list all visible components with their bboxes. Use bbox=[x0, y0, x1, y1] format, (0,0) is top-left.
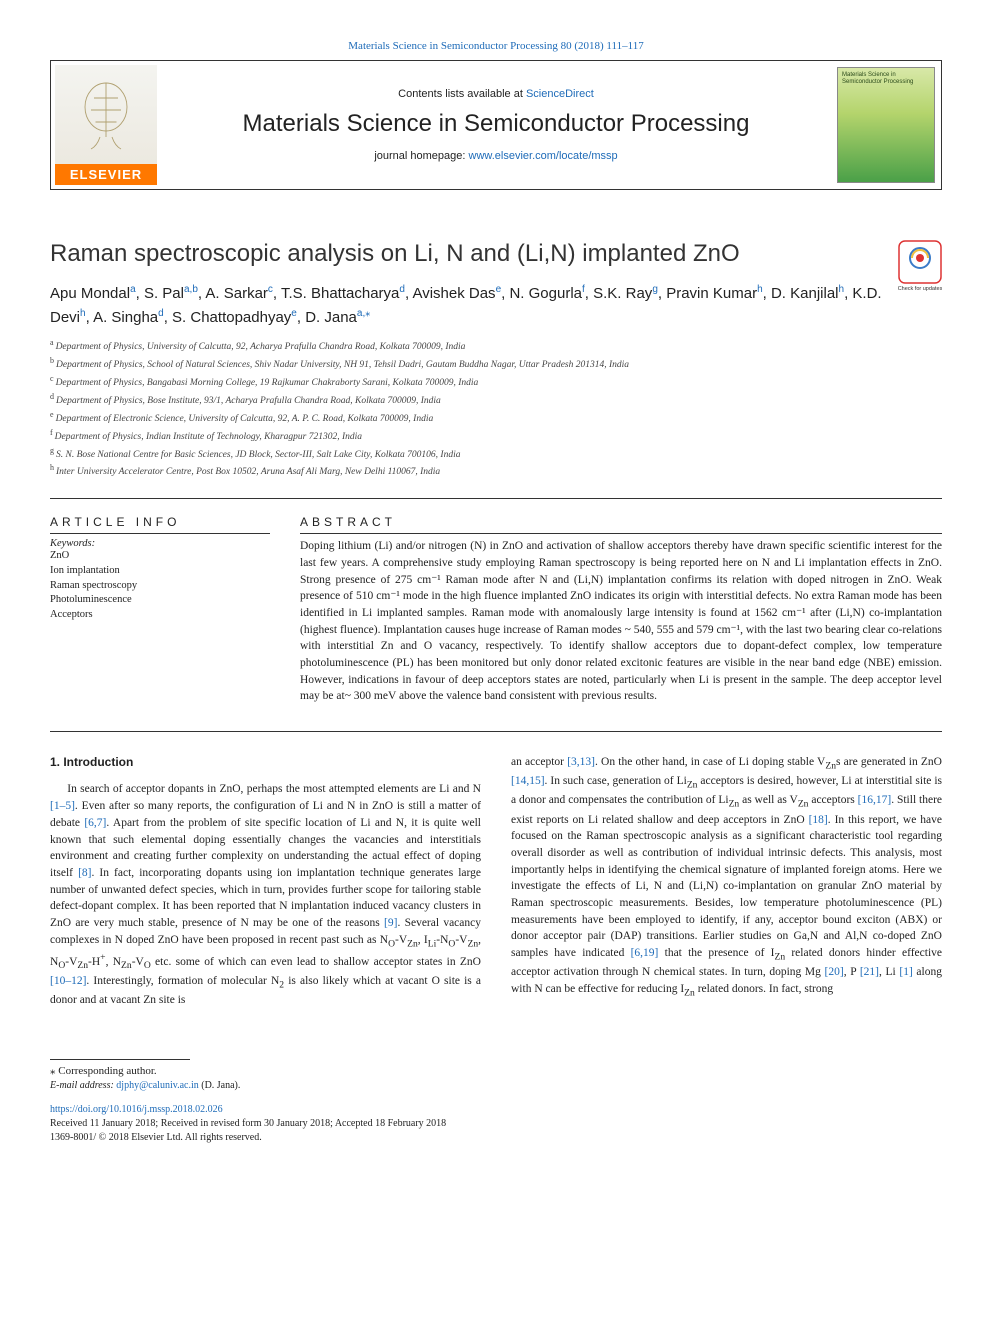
elsevier-tree-icon bbox=[55, 65, 157, 164]
received-line: Received 11 January 2018; Received in re… bbox=[50, 1117, 942, 1131]
top-citation-link[interactable]: Materials Science in Semiconductor Proce… bbox=[348, 40, 643, 52]
body-para-1: In search of acceptor dopants in ZnO, pe… bbox=[50, 781, 481, 1008]
homepage-prefix: journal homepage: bbox=[374, 150, 468, 162]
homepage-link[interactable]: www.elsevier.com/locate/mssp bbox=[469, 150, 618, 162]
contents-line: Contents lists available at ScienceDirec… bbox=[398, 88, 594, 100]
section-rule-top bbox=[50, 498, 942, 499]
publisher-logo-block: ELSEVIER bbox=[51, 61, 161, 189]
email-label: E-mail address: bbox=[50, 1080, 116, 1091]
top-citation: Materials Science in Semiconductor Proce… bbox=[50, 40, 942, 52]
article-info-head: ARTICLE INFO bbox=[50, 509, 270, 533]
contents-prefix: Contents lists available at bbox=[398, 88, 526, 100]
keywords-label: Keywords: bbox=[50, 538, 270, 549]
masthead-center: Contents lists available at ScienceDirec… bbox=[161, 61, 831, 189]
abstract-body: Doping lithium (Li) and/or nitrogen (N) … bbox=[300, 534, 942, 705]
corresponding-author: ⁎ Corresponding author. bbox=[50, 1064, 942, 1079]
publisher-word: ELSEVIER bbox=[55, 164, 157, 185]
doi-link[interactable]: https://doi.org/10.1016/j.mssp.2018.02.0… bbox=[50, 1103, 942, 1117]
section-1-head: 1. Introduction bbox=[50, 754, 481, 771]
email-line: E-mail address: djphy@caluniv.ac.in (D. … bbox=[50, 1079, 942, 1093]
journal-name: Materials Science in Semiconductor Proce… bbox=[243, 110, 750, 138]
cover-thumb-label: Materials Science in Semiconductor Proce… bbox=[842, 72, 930, 85]
body-para-2: an acceptor [3,13]. On the other hand, i… bbox=[511, 754, 942, 1000]
keywords-list: ZnOIon implantationRaman spectroscopyPho… bbox=[50, 549, 270, 622]
cover-thumb-wrap: Materials Science in Semiconductor Proce… bbox=[831, 61, 941, 189]
issn-line: 1369-8001/ © 2018 Elsevier Ltd. All righ… bbox=[50, 1131, 942, 1145]
abstract-col: ABSTRACT Doping lithium (Li) and/or nitr… bbox=[300, 509, 942, 705]
footer: ⁎ Corresponding author. E-mail address: … bbox=[50, 1059, 942, 1145]
masthead: ELSEVIER Contents lists available at Sci… bbox=[50, 60, 942, 190]
article-info-col: ARTICLE INFO Keywords: ZnOIon implantati… bbox=[50, 509, 270, 705]
journal-cover-thumb: Materials Science in Semiconductor Proce… bbox=[837, 67, 935, 183]
sciencedirect-link[interactable]: ScienceDirect bbox=[526, 88, 594, 100]
body-columns: 1. Introduction In search of acceptor dop… bbox=[50, 754, 942, 1008]
article-title: Raman spectroscopic analysis on Li, N an… bbox=[50, 240, 942, 268]
author-list: Apu Mondala, S. Pala,b, A. Sarkarc, T.S.… bbox=[50, 282, 942, 329]
affiliation-list: aDepartment of Physics, University of Ca… bbox=[50, 337, 942, 480]
email-link[interactable]: djphy@caluniv.ac.in bbox=[116, 1080, 198, 1091]
article-info-rule bbox=[50, 533, 270, 534]
abstract-head: ABSTRACT bbox=[300, 509, 942, 533]
email-tail: (D. Jana). bbox=[199, 1080, 241, 1091]
footer-rule bbox=[50, 1059, 190, 1060]
check-updates-badge[interactable]: Check for updates bbox=[898, 240, 942, 296]
homepage-line: journal homepage: www.elsevier.com/locat… bbox=[374, 150, 617, 162]
svg-text:Check for updates: Check for updates bbox=[898, 286, 942, 292]
